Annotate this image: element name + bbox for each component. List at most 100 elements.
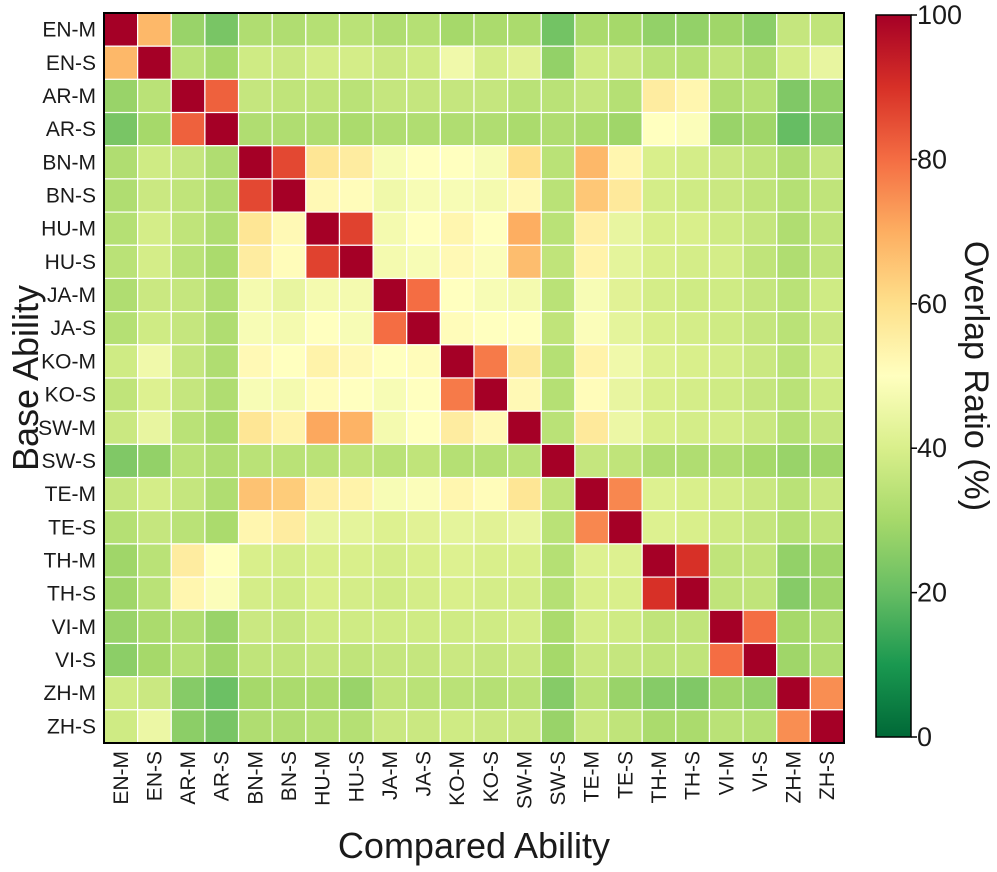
heatmap-cell xyxy=(742,676,778,711)
heatmap-cell xyxy=(137,111,172,147)
heatmap-cell xyxy=(574,543,610,578)
heatmap-cell xyxy=(137,609,172,645)
x-tick-label: EN-M xyxy=(110,751,133,805)
heatmap-cell xyxy=(708,277,744,313)
heatmap-cell xyxy=(170,410,206,445)
heatmap-cell xyxy=(507,709,542,744)
heatmap-cell xyxy=(439,476,475,512)
heatmap-cell xyxy=(439,178,475,213)
heatmap-cell xyxy=(473,609,509,645)
heatmap-cell xyxy=(372,12,408,47)
y-tick-label: EN-S xyxy=(46,52,96,75)
heatmap-cell xyxy=(271,277,307,313)
colorbar-title: Overlap Ratio (%) xyxy=(957,241,995,511)
heatmap-cell xyxy=(271,45,307,80)
heatmap-cell xyxy=(406,311,441,346)
heatmap-cell xyxy=(271,145,307,180)
heatmap-cell xyxy=(809,543,845,578)
heatmap-cell xyxy=(742,443,778,479)
heatmap-cell xyxy=(473,377,509,412)
heatmap-cell xyxy=(574,676,610,711)
heatmap-cell xyxy=(809,244,845,280)
x-tick-label: BN-M xyxy=(244,751,267,805)
heatmap-cell xyxy=(607,344,643,379)
heatmap-cell xyxy=(809,642,845,678)
heatmap-cell xyxy=(406,244,441,280)
heatmap-cell xyxy=(338,178,374,213)
heatmap-cell xyxy=(372,543,408,578)
heatmap-cell xyxy=(439,709,475,744)
heatmap-cell xyxy=(607,543,643,578)
heatmap-cell xyxy=(439,676,475,711)
heatmap-cell xyxy=(237,377,273,412)
heatmap-cell xyxy=(305,244,341,280)
heatmap-cell xyxy=(540,111,576,147)
heatmap-cell xyxy=(607,576,643,611)
heatmap-cell xyxy=(641,676,677,711)
heatmap-cell xyxy=(641,642,677,678)
heatmap-cell xyxy=(237,543,273,578)
heatmap-cell xyxy=(237,244,273,280)
heatmap-cell xyxy=(103,642,139,678)
x-tick-label: VI-M xyxy=(715,751,738,795)
heatmap-cell xyxy=(742,510,778,545)
heatmap-cell xyxy=(372,576,408,611)
heatmap-cell xyxy=(540,311,576,346)
heatmap-cell xyxy=(237,576,273,611)
heatmap-cell xyxy=(708,211,744,246)
heatmap-cell xyxy=(237,277,273,313)
heatmap-cell xyxy=(708,311,744,346)
heatmap-cell xyxy=(237,410,273,445)
heatmap-cell xyxy=(103,510,139,545)
heatmap-cell xyxy=(540,12,576,47)
heatmap-cell xyxy=(574,78,610,114)
heatmap-cell xyxy=(372,145,408,180)
heatmap-cell xyxy=(271,111,307,147)
heatmap-cell xyxy=(305,145,341,180)
heatmap-cell xyxy=(406,178,441,213)
heatmap-cell xyxy=(338,410,374,445)
heatmap-cell xyxy=(507,410,542,445)
heatmap-cell xyxy=(305,410,341,445)
heatmap-cell xyxy=(675,277,711,313)
heatmap-cell xyxy=(708,642,744,678)
heatmap-cell xyxy=(406,676,441,711)
heatmap-cell xyxy=(708,178,744,213)
y-axis-title: Base Ability xyxy=(5,285,46,471)
heatmap-cell xyxy=(305,344,341,379)
heatmap-cell xyxy=(271,12,307,47)
heatmap-cell xyxy=(439,410,475,445)
heatmap-cell xyxy=(675,576,711,611)
y-tick-label: ZH-M xyxy=(44,682,96,705)
heatmap-cell xyxy=(406,476,441,512)
heatmap-cell xyxy=(305,609,341,645)
heatmap-cell xyxy=(137,12,172,47)
y-tick-label: EN-M xyxy=(42,19,96,42)
heatmap-cell xyxy=(776,576,811,611)
heatmap-cell xyxy=(372,244,408,280)
heatmap-cell xyxy=(776,12,811,47)
heatmap-cell xyxy=(507,211,542,246)
heatmap-cell xyxy=(540,709,576,744)
heatmap-cell xyxy=(338,676,374,711)
heatmap-cell xyxy=(204,277,240,313)
heatmap-cell xyxy=(372,609,408,645)
heatmap-cell xyxy=(607,45,643,80)
colorbar-tick-label: 40 xyxy=(917,433,947,463)
heatmap-cell xyxy=(641,145,677,180)
heatmap-cell xyxy=(641,510,677,545)
heatmap-cell xyxy=(204,609,240,645)
heatmap-cell xyxy=(305,211,341,246)
heatmap-cell xyxy=(607,111,643,147)
heatmap-cell xyxy=(204,576,240,611)
heatmap-cell xyxy=(170,344,206,379)
heatmap-cell xyxy=(170,543,206,578)
heatmap-cell xyxy=(473,277,509,313)
heatmap-cell xyxy=(776,211,811,246)
x-tick-label: ZH-S xyxy=(816,751,839,800)
heatmap-cell xyxy=(103,111,139,147)
heatmap-cell xyxy=(540,211,576,246)
heatmap-cell xyxy=(237,676,273,711)
heatmap-cell xyxy=(137,510,172,545)
heatmap-cell xyxy=(170,576,206,611)
